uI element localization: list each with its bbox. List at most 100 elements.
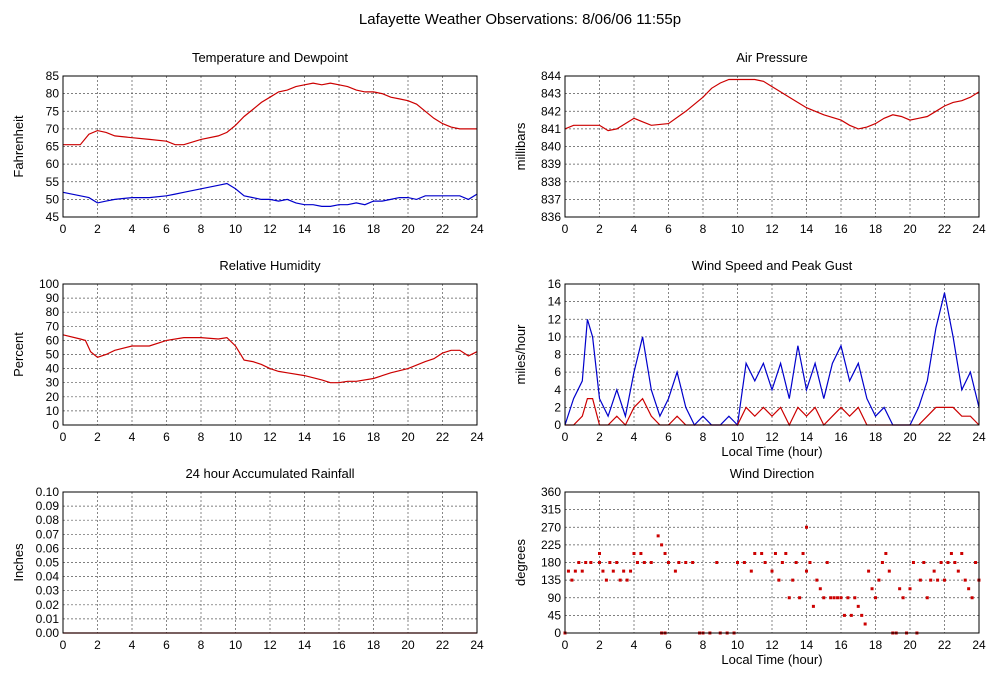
y-tick-label: 0.06 (36, 541, 60, 555)
data-point (960, 551, 964, 555)
data-point (749, 569, 753, 573)
x-tick-label: 22 (436, 222, 450, 236)
data-point (604, 578, 608, 582)
y-tick-label: 135 (541, 573, 561, 587)
data-point (946, 561, 950, 564)
data-point (963, 578, 967, 582)
x-tick-label: 16 (332, 430, 346, 444)
data-point (763, 561, 767, 564)
y-tick-label: 85 (46, 69, 60, 83)
y-tick-label: 0 (554, 418, 561, 432)
x-tick-label: 6 (665, 430, 672, 444)
data-point (822, 596, 826, 600)
data-point (608, 561, 612, 564)
data-point (829, 596, 833, 600)
chart-title: Air Pressure (736, 50, 808, 65)
x-tick-label: 24 (972, 430, 986, 444)
x-tick-label: 16 (834, 430, 848, 444)
y-tick-label: 100 (39, 277, 59, 291)
x-tick-label: 12 (765, 430, 779, 444)
data-point (936, 578, 940, 582)
data-point (853, 596, 857, 600)
chart-title: Wind Speed and Peak Gust (692, 258, 853, 273)
data-point (639, 551, 643, 555)
x-tick-label: 2 (596, 222, 603, 236)
data-point (801, 551, 805, 555)
data-point (635, 561, 639, 564)
data-point (815, 578, 819, 582)
y-tick-label: 60 (46, 157, 60, 171)
y-tick-label: 315 (541, 503, 561, 517)
y-tick-label: 10 (548, 330, 562, 344)
data-point (832, 596, 836, 600)
x-tick-label: 10 (731, 222, 745, 236)
x-tick-label: 2 (94, 430, 101, 444)
x-tick-label: 10 (229, 638, 243, 652)
data-point (943, 578, 946, 582)
x-tick-label: 22 (938, 222, 952, 236)
data-point (629, 569, 633, 573)
x-tick-label: 6 (163, 430, 170, 444)
y-tick-label: 0.01 (36, 612, 60, 626)
data-point (742, 561, 746, 564)
data-point (860, 613, 864, 617)
y-tick-label: 840 (541, 140, 561, 154)
y-tick-label: 0.02 (36, 598, 60, 612)
data-point (808, 561, 812, 564)
y-tick-label: 50 (46, 348, 60, 362)
plot-frame (62, 283, 478, 426)
y-tick-label: 30 (46, 376, 60, 390)
x-tick-label: 4 (631, 222, 638, 236)
data-point (846, 596, 850, 600)
y-tick-label: 0.04 (36, 570, 60, 584)
x-tick-label: 8 (700, 638, 707, 652)
data-point (589, 561, 593, 564)
x-tick-label: 6 (665, 638, 672, 652)
y-tick-label: 836 (541, 210, 561, 224)
x-axis-label: Local Time (hour) (721, 444, 822, 459)
x-tick-label: 0 (562, 430, 569, 444)
x-tick-label: 24 (470, 638, 484, 652)
x-tick-label: 14 (298, 222, 312, 236)
x-tick-label: 10 (229, 222, 243, 236)
data-point (794, 561, 798, 564)
data-point (618, 578, 622, 582)
plot-frame (564, 75, 980, 218)
data-point (777, 578, 781, 582)
plot-frame (564, 283, 980, 426)
x-tick-label: 6 (163, 638, 170, 652)
x-tick-label: 24 (470, 430, 484, 444)
y-tick-label: 75 (46, 104, 60, 118)
data-point (856, 604, 860, 608)
x-tick-label: 14 (298, 430, 312, 444)
data-point (622, 569, 626, 573)
data-point (667, 561, 670, 564)
x-tick-label: 6 (163, 222, 170, 236)
data-point (566, 569, 570, 573)
data-point (784, 551, 788, 555)
x-tick-label: 22 (938, 430, 952, 444)
y-tick-label: 225 (541, 538, 561, 552)
data-point (580, 569, 584, 573)
y-tick-label: 360 (541, 485, 561, 499)
data-point (715, 561, 719, 564)
data-point (825, 561, 829, 564)
y-tick-label: 80 (46, 305, 60, 319)
data-point (974, 561, 978, 564)
x-tick-label: 4 (631, 430, 638, 444)
y-axis-label: miles/hour (513, 324, 528, 385)
x-tick-label: 24 (972, 638, 986, 652)
x-tick-label: 14 (800, 222, 814, 236)
data-point (818, 587, 822, 591)
y-tick-label: 90 (46, 291, 60, 305)
data-point (601, 569, 605, 573)
data-point (925, 596, 929, 600)
data-point (842, 613, 846, 617)
chart-title: Temperature and Dewpoint (192, 50, 348, 65)
chart-title: 24 hour Accumulated Rainfall (185, 466, 354, 481)
y-tick-label: 14 (548, 295, 562, 309)
data-point (939, 561, 943, 564)
